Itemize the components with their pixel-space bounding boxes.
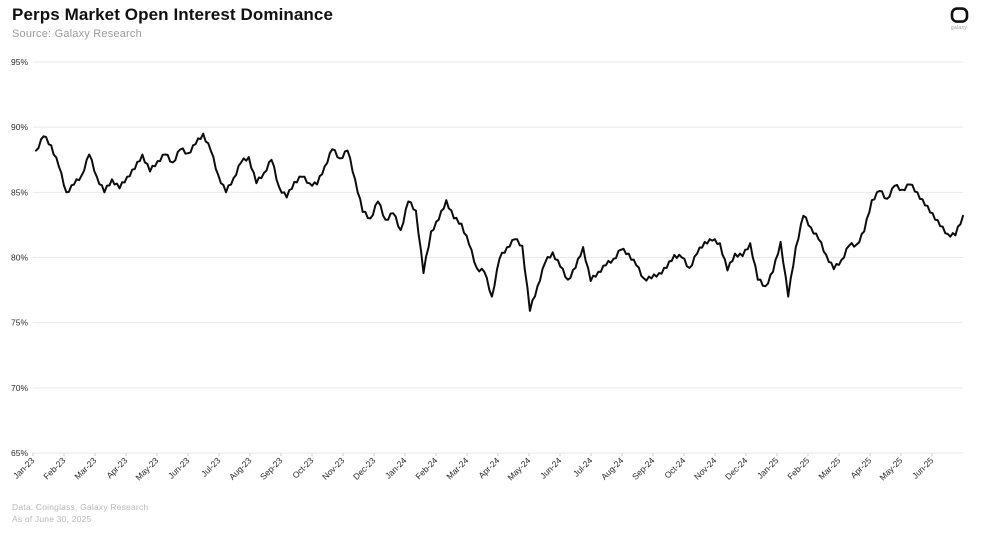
footer-source: Data: Coinglass, Galaxy Research (12, 502, 149, 512)
y-tick-label: 85% (11, 187, 28, 197)
x-tick-label: Mar-24 (444, 455, 470, 481)
x-tick-label: Oct-23 (290, 455, 315, 480)
x-tick-label: Jan-23 (11, 455, 37, 481)
x-tick-label: Sep-24 (630, 455, 657, 482)
galaxy-logo-label: galaxy (950, 25, 968, 31)
x-tick-label: May-24 (505, 455, 532, 482)
x-tick-label: Feb-25 (785, 455, 811, 481)
x-tick-label: Feb-23 (41, 455, 67, 481)
chart-header: Perps Market Open Interest Dominance Sou… (12, 5, 333, 40)
x-tick-label: Feb-24 (413, 455, 439, 481)
galaxy-logo: galaxy (942, 7, 976, 31)
y-tick-label: 65% (11, 448, 28, 458)
x-tick-label: May-23 (133, 455, 160, 482)
x-tick-label: Jan-24 (383, 455, 409, 481)
x-tick-label: Dec-24 (723, 455, 750, 482)
x-tick-label: Aug-24 (599, 455, 626, 482)
chart-subtitle: Source: Galaxy Research (12, 28, 142, 40)
x-tick-label: Aug-23 (227, 455, 254, 482)
x-tick-label: Dec-23 (351, 455, 378, 482)
x-tick-label: Mar-25 (816, 455, 842, 481)
x-tick-label: Oct-24 (662, 455, 687, 480)
x-tick-label: Sep-23 (258, 455, 285, 482)
y-tick-label: 70% (11, 383, 28, 393)
dominance-line (35, 132, 964, 312)
x-tick-label: Jun-25 (910, 455, 936, 481)
y-tick-label: 75% (11, 318, 28, 328)
x-tick-label: Apr-25 (848, 455, 873, 480)
y-tick-label: 80% (11, 253, 28, 263)
x-tick-label: Jun-23 (166, 455, 192, 481)
x-tick-label: Apr-24 (476, 455, 501, 480)
chart-title: Perps Market Open Interest Dominance (12, 5, 334, 24)
chart-footer: Data: Coinglass, Galaxy Research As of J… (12, 501, 148, 525)
x-tick-label: Apr-23 (104, 455, 129, 480)
x-tick-label: Nov-24 (692, 455, 719, 482)
galaxy-logo-icon (942, 7, 976, 24)
x-tick-label: Mar-23 (72, 455, 98, 481)
x-tick-label: Jul-24 (571, 455, 595, 479)
footer-asof: As of June 30, 2025 (12, 514, 92, 524)
x-tick-label: Jul-23 (199, 455, 223, 479)
x-tick-label: May-25 (877, 455, 904, 482)
x-tick-label: Jan-25 (755, 455, 781, 481)
y-tick-label: 95% (11, 57, 28, 67)
x-tick-label: Jun-24 (538, 455, 564, 481)
x-tick-label: Nov-23 (320, 455, 347, 482)
y-tick-label: 90% (11, 122, 28, 132)
